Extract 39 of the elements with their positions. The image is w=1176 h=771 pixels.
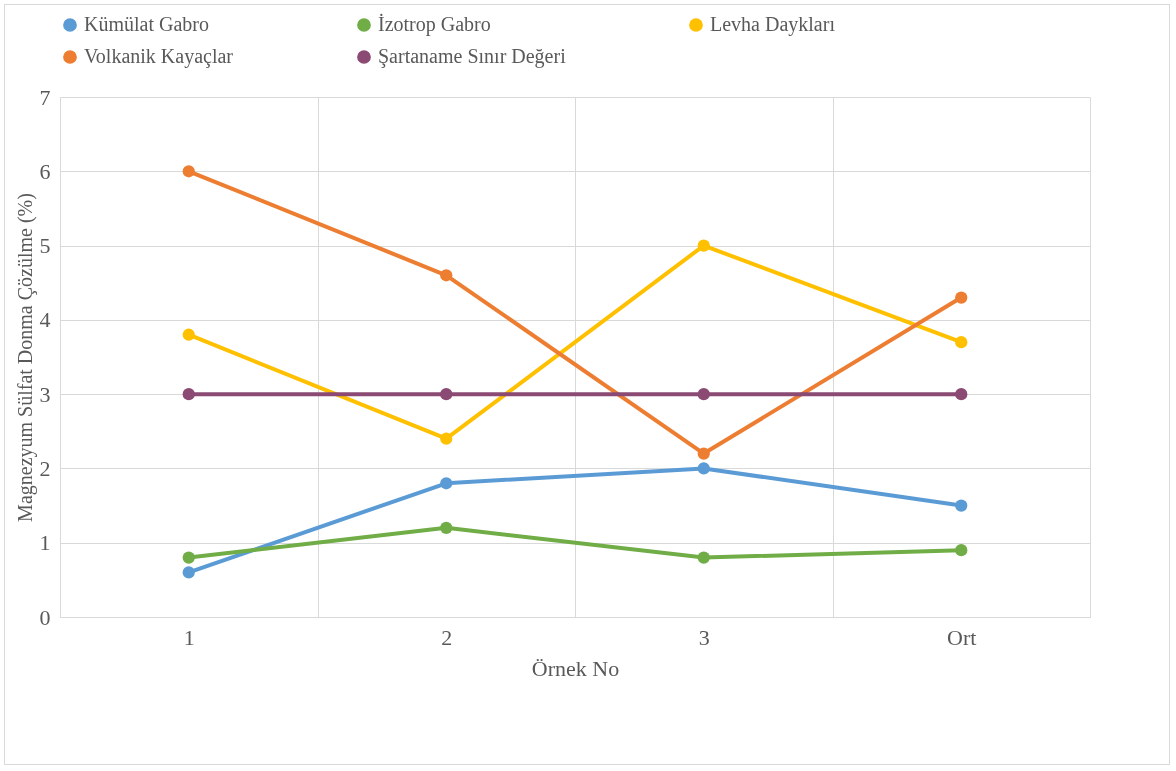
legend-label: Kümülat Gabro <box>84 13 209 35</box>
y-tick-label: 6 <box>39 158 51 184</box>
point <box>955 291 968 304</box>
y-axis-title: Magnezyum Sülfat Donma Çözülme (%) <box>13 193 37 522</box>
y-tick-label: 1 <box>39 530 51 556</box>
y-tick-label: 3 <box>39 381 51 407</box>
point <box>440 269 453 282</box>
x-tick-label: 2 <box>441 624 453 650</box>
point <box>697 447 710 460</box>
y-tick-label: 7 <box>39 84 51 110</box>
point <box>955 388 968 401</box>
point <box>440 432 453 445</box>
point <box>697 462 710 475</box>
point <box>697 239 710 252</box>
point <box>182 388 195 401</box>
x-tick-label: 3 <box>698 624 710 650</box>
legend-label: Volkanik Kayaçlar <box>84 45 234 68</box>
point <box>697 388 710 401</box>
y-tick-label: 4 <box>39 307 51 333</box>
point <box>440 521 453 534</box>
point <box>697 551 710 564</box>
y-tick-label: 0 <box>39 604 51 630</box>
point <box>440 388 453 401</box>
legend-label: İzotrop Gabro <box>378 13 491 36</box>
point <box>440 477 453 490</box>
x-tick-label: 1 <box>183 624 195 650</box>
point <box>955 336 968 349</box>
point <box>182 165 195 178</box>
point <box>182 551 195 564</box>
legend-label: Levha Daykları <box>710 13 836 36</box>
point <box>182 566 195 579</box>
y-tick-label: 2 <box>39 455 51 481</box>
x-tick-label: Ort <box>947 624 977 650</box>
legend-label: Şartaname Sınır Değeri <box>378 45 567 68</box>
y-tick-label: 5 <box>39 233 51 259</box>
x-axis-title: Örnek No <box>531 655 620 681</box>
point <box>955 544 968 557</box>
point <box>955 499 968 512</box>
point <box>182 328 195 341</box>
